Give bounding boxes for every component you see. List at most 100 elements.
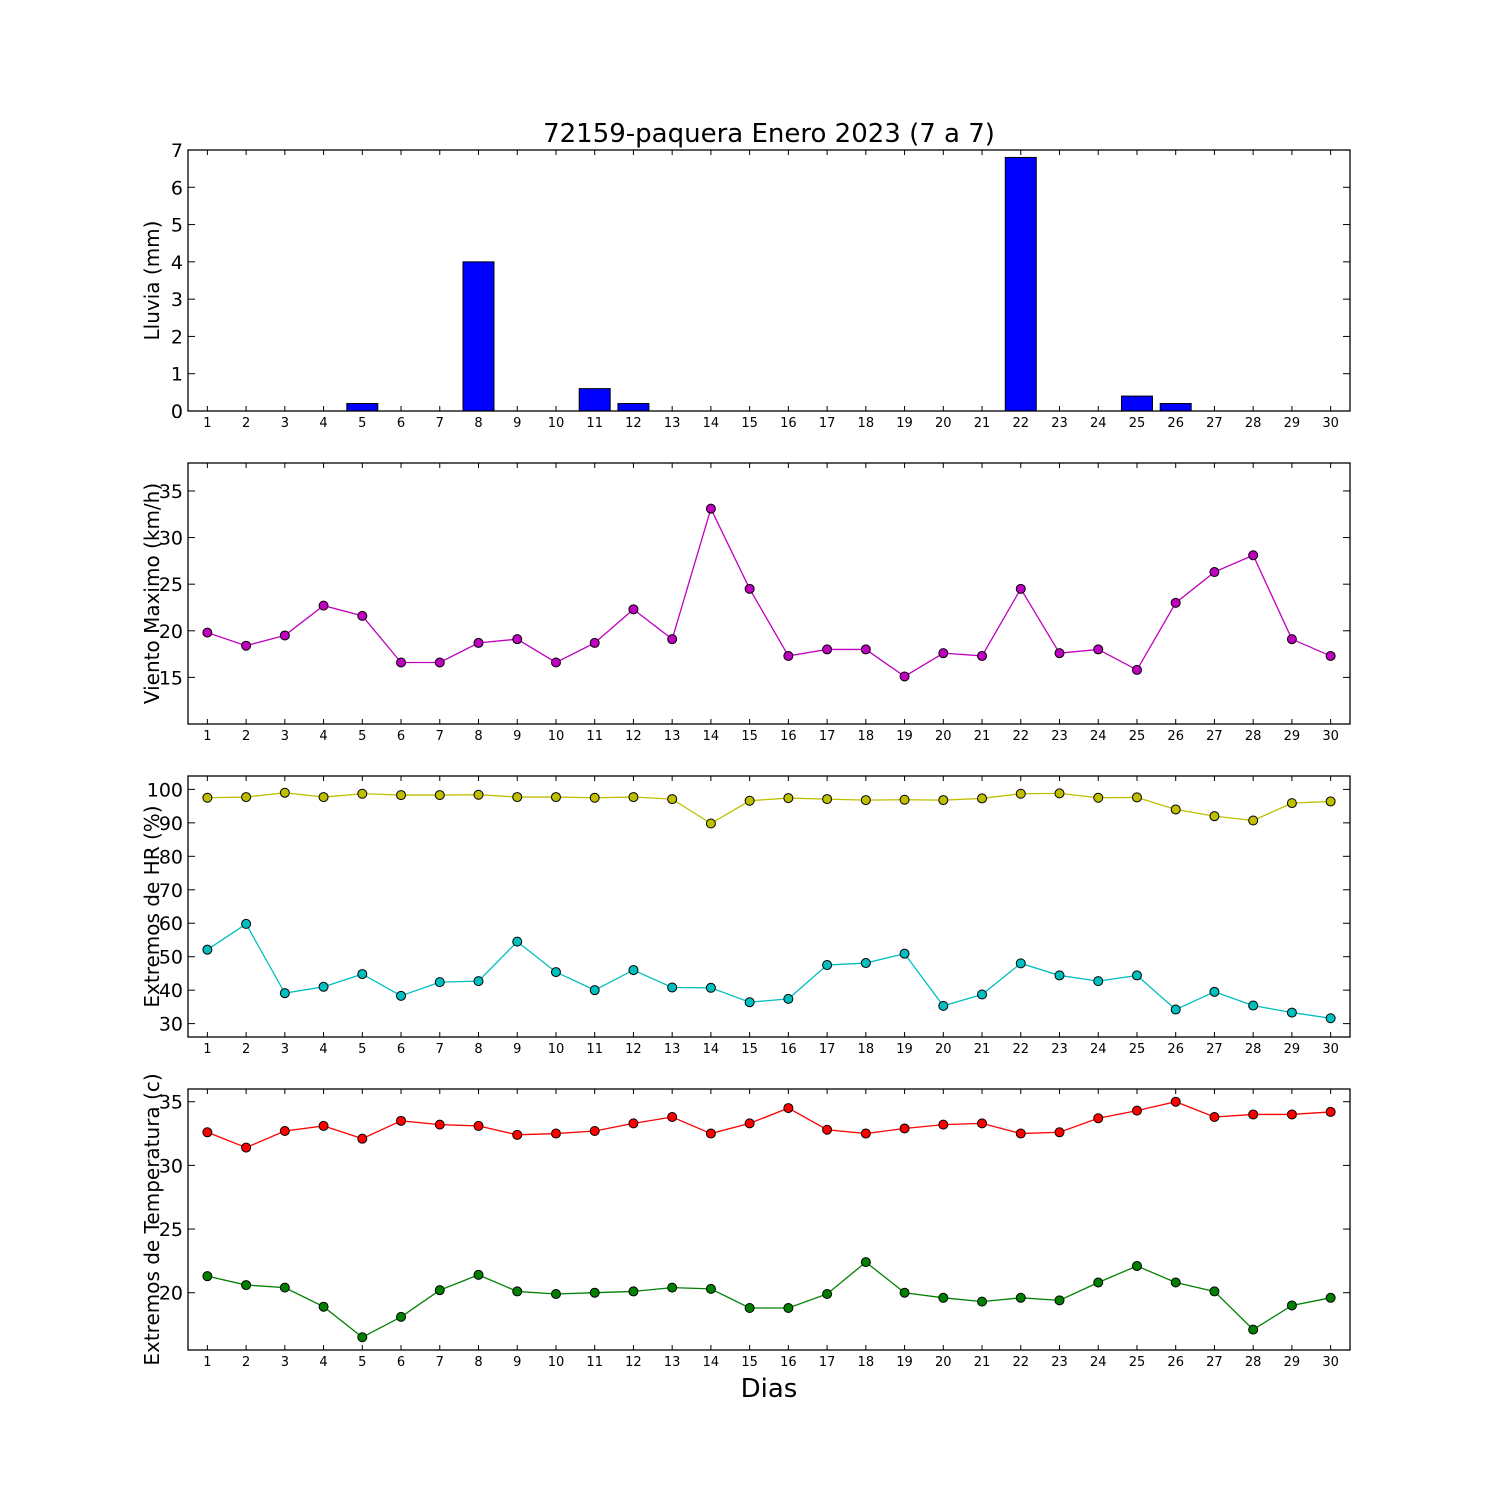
data-point xyxy=(473,637,484,648)
data-point xyxy=(1248,1324,1259,1335)
data-point xyxy=(550,967,561,978)
y-tick-label: 25 xyxy=(159,574,183,596)
y-tick-label: 15 xyxy=(159,667,183,689)
x-tick-label: 20 xyxy=(935,729,952,744)
x-tick-label: 28 xyxy=(1245,729,1262,744)
data-point xyxy=(899,1123,910,1134)
x-tick-label: 19 xyxy=(896,1355,913,1370)
x-tick-label: 7 xyxy=(436,729,444,744)
y-tick-label: 2 xyxy=(171,326,183,348)
data-point xyxy=(1209,567,1220,578)
data-point xyxy=(860,1257,871,1268)
data-point xyxy=(1209,986,1220,997)
data-point xyxy=(977,793,988,804)
rain-bar xyxy=(578,388,611,412)
data-point xyxy=(1015,1128,1026,1139)
data-point xyxy=(1054,648,1065,659)
x-tick-label: 29 xyxy=(1284,416,1301,431)
data-point xyxy=(705,1128,716,1139)
data-point xyxy=(705,1283,716,1294)
x-tick-label: 4 xyxy=(319,1042,327,1057)
data-point xyxy=(473,789,484,800)
data-point xyxy=(396,990,407,1001)
x-tick-label: 1 xyxy=(203,1042,211,1057)
x-tick-label: 23 xyxy=(1051,729,1068,744)
x-tick-label: 16 xyxy=(780,416,797,431)
x-tick-label: 30 xyxy=(1322,729,1339,744)
data-point xyxy=(744,997,755,1008)
x-tick-label: 19 xyxy=(896,729,913,744)
x-tick-label: 2 xyxy=(242,729,250,744)
x-tick-label: 26 xyxy=(1167,416,1184,431)
data-point xyxy=(783,1103,794,1114)
x-tick-label: 15 xyxy=(741,729,758,744)
y-tick-label: 40 xyxy=(159,980,183,1002)
y-tick-label: 20 xyxy=(159,621,183,643)
data-point xyxy=(1170,804,1181,815)
data-point xyxy=(1093,644,1104,655)
data-point xyxy=(1131,1105,1142,1116)
y-tick-label: 35 xyxy=(159,481,183,503)
y-tick-label: 100 xyxy=(147,779,183,801)
data-point xyxy=(396,657,407,668)
data-point xyxy=(628,965,639,976)
x-tick-label: 19 xyxy=(896,1042,913,1057)
data-point xyxy=(512,1286,523,1297)
data-point xyxy=(860,795,871,806)
data-point xyxy=(1131,792,1142,803)
data-point xyxy=(1093,1277,1104,1288)
x-tick-label: 6 xyxy=(397,416,405,431)
series-line-1 xyxy=(207,792,1331,825)
x-tick-label: 30 xyxy=(1322,1042,1339,1057)
panel-2: 1 2 3 4 5 6 7 8 9 10 11 12 13 14 15 16 17 18 19 20 21 22 23 24 2… xyxy=(140,462,1351,744)
x-tick-label: 8 xyxy=(474,1355,482,1370)
x-tick-label: 27 xyxy=(1206,1042,1223,1057)
x-tick-label: 18 xyxy=(858,1355,875,1370)
data-point xyxy=(1170,1277,1181,1288)
x-tick-label: 13 xyxy=(664,1355,681,1370)
x-tick-label: 12 xyxy=(625,416,642,431)
data-point xyxy=(1248,1000,1259,1011)
y-tick-label: 35 xyxy=(159,1092,183,1114)
x-tick-label: 20 xyxy=(935,1042,952,1057)
data-point xyxy=(589,1287,600,1298)
data-point xyxy=(318,600,329,611)
panel-4: 1 2 3 4 5 6 7 8 9 10 11 12 13 14 15 16 17 18 19 20 21 22 23 24 2… xyxy=(140,1073,1351,1370)
x-tick-label: 29 xyxy=(1284,729,1301,744)
x-tick-label: 27 xyxy=(1206,729,1223,744)
data-point xyxy=(396,1115,407,1126)
data-point xyxy=(667,794,678,805)
data-point xyxy=(899,794,910,805)
data-point xyxy=(705,818,716,829)
x-tick-label: 13 xyxy=(664,1042,681,1057)
x-tick-label: 27 xyxy=(1206,1355,1223,1370)
x-tick-label: 4 xyxy=(319,1355,327,1370)
data-point xyxy=(512,936,523,947)
data-point xyxy=(1093,976,1104,987)
data-point xyxy=(822,960,833,971)
panel-1: 1 2 3 4 5 6 7 8 9 10 11 12 13 14 15 16 17 18 19 20 21 22 23 24 2… xyxy=(140,140,1351,431)
x-tick-label: 2 xyxy=(242,416,250,431)
panel-3: 1 2 3 4 5 6 7 8 9 10 11 12 13 14 15 16 17 18 19 20 21 22 23 24 2… xyxy=(140,775,1351,1057)
x-tick-label: 17 xyxy=(819,416,836,431)
data-point xyxy=(783,650,794,661)
data-point xyxy=(357,1133,368,1144)
x-tick-label: 22 xyxy=(1012,416,1029,431)
x-tick-label: 24 xyxy=(1090,729,1107,744)
panels: 1 2 3 4 5 6 7 8 9 10 11 12 13 14 15 16 17 18 19 20 21 22 23 24 2… xyxy=(140,140,1351,1370)
x-tick-label: 13 xyxy=(664,729,681,744)
x-tick-label: 10 xyxy=(548,416,565,431)
y-tick-label: 7 xyxy=(171,140,183,162)
data-point xyxy=(473,1269,484,1280)
x-tick-label: 2 xyxy=(242,1042,250,1057)
data-point xyxy=(667,634,678,645)
x-tick-label: 6 xyxy=(397,729,405,744)
data-point xyxy=(396,790,407,801)
y-tick-label: 50 xyxy=(159,947,183,969)
data-point xyxy=(396,1311,407,1322)
x-tick-label: 21 xyxy=(974,729,991,744)
data-point xyxy=(977,1118,988,1129)
x-tick-label: 3 xyxy=(281,1042,289,1057)
data-point xyxy=(1248,1109,1259,1120)
data-point xyxy=(977,650,988,661)
